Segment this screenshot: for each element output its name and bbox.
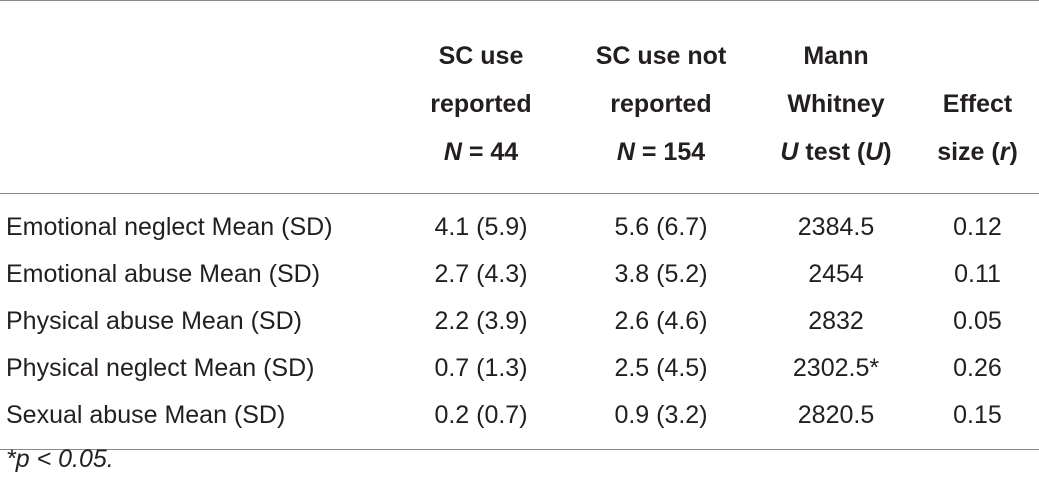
header-mann-whitney: Mann Whitney U test (U) [756,0,916,194]
row-label: Emotional abuse Mean (SD) [6,260,321,288]
cell-reported: 0.7 (1.3) [434,354,528,382]
table-row: Emotional neglect Mean (SD) 4.1 (5.9) 5.… [0,194,1039,252]
table-row: Emotional abuse Mean (SD) 2.7 (4.3) 3.8 … [0,251,1039,298]
cell-u: 2302.5* [792,354,880,382]
row-label: Emotional neglect Mean (SD) [6,213,333,241]
header-effect-size: Effect size (r) [916,0,1039,194]
results-table: SC use reported N = 44 SC use not report… [0,0,1039,450]
cell-u: 2454 [808,260,864,288]
header-stub [0,0,396,194]
cell-reported: 0.2 (0.7) [396,392,566,450]
cell-not-reported: 0.9 (3.2) [566,392,756,450]
row-label: Physical abuse Mean (SD) [6,307,302,335]
table-row: Physical neglect Mean (SD) 0.7 (1.3) 2.5… [0,345,1039,392]
cell-r: 0.11 [954,260,1001,288]
row-label: Sexual abuse Mean (SD) [0,392,396,450]
cell-not-reported: 2.6 (4.6) [614,307,708,335]
data-table-container: SC use reported N = 44 SC use not report… [0,0,1039,450]
table-header-row: SC use reported N = 44 SC use not report… [0,0,1039,194]
cell-reported: 2.7 (4.3) [434,260,528,288]
table-footnote: *p < 0.05. [6,445,114,473]
header-sc-use-reported: SC use reported N = 44 [396,0,566,194]
header-sc-use-not-reported: SC use not reported N = 154 [566,0,756,194]
cell-u: 2832 [808,307,864,335]
cell-reported: 4.1 (5.9) [434,213,528,241]
cell-r: 0.05 [953,307,1002,335]
cell-not-reported: 3.8 (5.2) [614,260,708,288]
cell-not-reported: 5.6 (6.7) [614,213,708,241]
cell-u: 2384.5 [797,213,875,241]
table-row: Sexual abuse Mean (SD) 0.2 (0.7) 0.9 (3.… [0,392,1039,450]
table-row: Physical abuse Mean (SD) 2.2 (3.9) 2.6 (… [0,298,1039,345]
cell-r: 0.12 [953,213,1002,241]
row-label: Physical neglect Mean (SD) [6,354,315,382]
cell-not-reported: 2.5 (4.5) [614,354,708,382]
cell-reported: 2.2 (3.9) [434,307,528,335]
cell-u: 2820.5 [756,392,916,450]
cell-r: 0.15 [916,392,1039,450]
cell-r: 0.26 [953,354,1002,382]
